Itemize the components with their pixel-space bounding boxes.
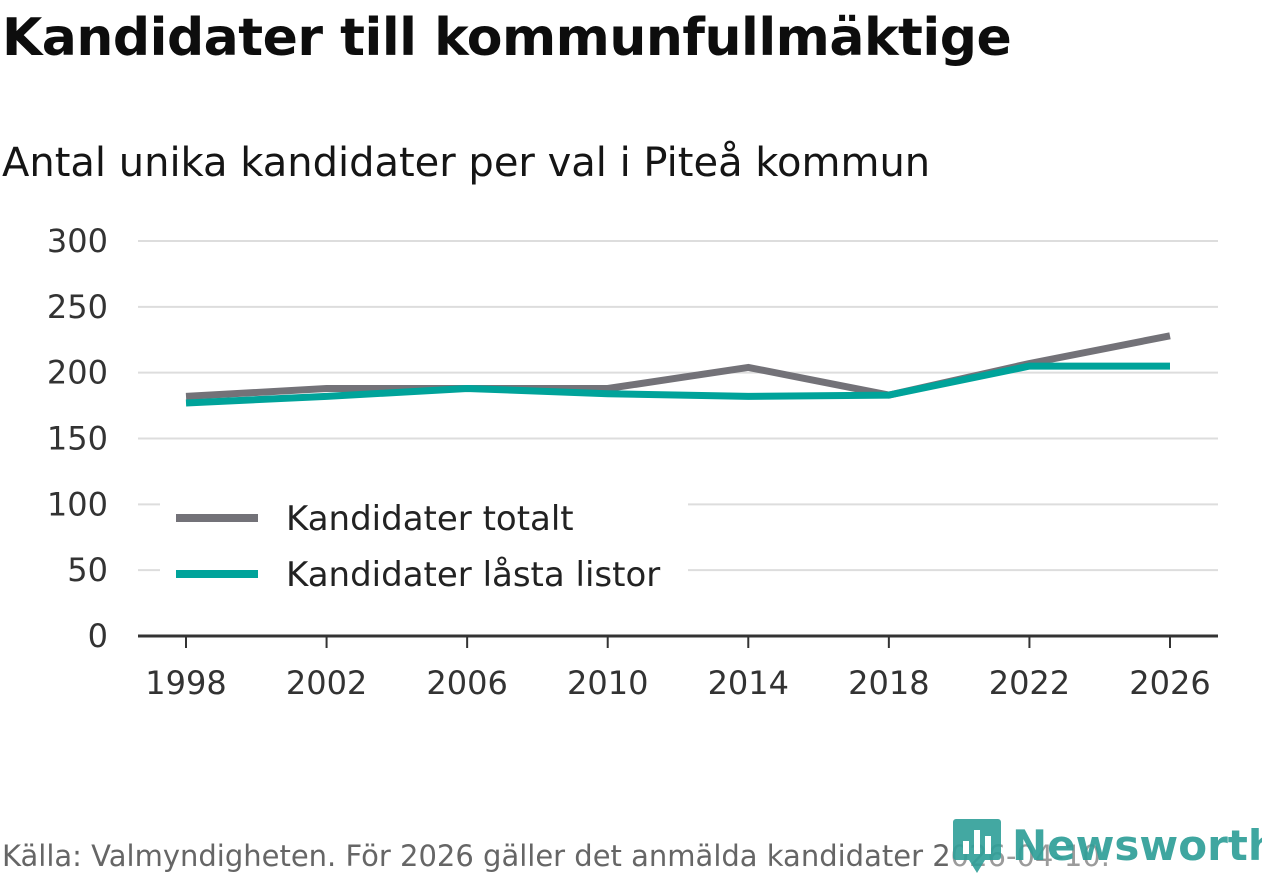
x-tick-label-2002: 2002 bbox=[286, 664, 367, 702]
brand-logo: Newsworthy bbox=[952, 816, 1262, 876]
legend-background bbox=[160, 490, 688, 614]
chart-title: Kandidater till kommunfullmäktige bbox=[2, 8, 1012, 68]
x-tick-label-2022: 2022 bbox=[989, 664, 1070, 702]
source-note: Källa: Valmyndigheten. För 2026 gäller d… bbox=[2, 839, 1110, 873]
legend-label-2: Kandidater låsta listor bbox=[286, 555, 660, 595]
brand-name: Newsworthy bbox=[1012, 821, 1262, 870]
chart-subtitle: Antal unika kandidater per val i Piteå k… bbox=[2, 140, 931, 186]
legend-label-1: Kandidater totalt bbox=[286, 499, 574, 539]
line-chart: 0 50 100 150 200 250 300 1998 2002 2006 2010 2014 2… bbox=[47, 222, 1218, 702]
bar-chart-pin-icon bbox=[953, 819, 1001, 873]
y-tick-label-100: 100 bbox=[47, 485, 108, 523]
x-tick-label-2014: 2014 bbox=[708, 664, 789, 702]
y-tick-label-150: 150 bbox=[47, 420, 108, 458]
legend: Kandidater totalt Kandidater låsta listor bbox=[160, 490, 688, 614]
y-tick-label-300: 300 bbox=[47, 222, 108, 260]
y-tick-label-200: 200 bbox=[47, 354, 108, 392]
x-tick-label-2026: 2026 bbox=[1129, 664, 1210, 702]
y-tick-label-250: 250 bbox=[47, 288, 108, 326]
series-line-2 bbox=[185, 362, 1170, 407]
x-tick-label-2018: 2018 bbox=[848, 664, 929, 702]
x-tick-label-1998: 1998 bbox=[145, 664, 226, 702]
x-tick-label-2006: 2006 bbox=[426, 664, 507, 702]
x-tick-label-2010: 2010 bbox=[567, 664, 648, 702]
y-tick-label-50: 50 bbox=[67, 551, 108, 589]
x-axis-ticks: 1998 2002 2006 2010 2014 2018 2022 2026 bbox=[145, 636, 1211, 702]
y-axis-ticks: 0 50 100 150 200 250 300 bbox=[47, 222, 108, 655]
y-tick-label-0: 0 bbox=[88, 617, 108, 655]
series-lines bbox=[185, 332, 1171, 407]
